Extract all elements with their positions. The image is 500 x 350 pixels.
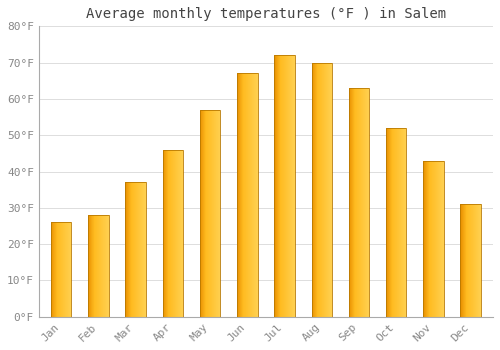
Bar <box>126 182 146 317</box>
Bar <box>349 88 370 317</box>
Bar <box>162 150 183 317</box>
Bar <box>386 128 406 317</box>
Title: Average monthly temperatures (°F ) in Salem: Average monthly temperatures (°F ) in Sa… <box>86 7 446 21</box>
Bar <box>200 110 220 317</box>
Bar <box>51 222 72 317</box>
Bar <box>460 204 481 317</box>
Bar <box>274 55 295 317</box>
Bar <box>423 161 444 317</box>
Bar <box>88 215 108 317</box>
Bar <box>312 63 332 317</box>
Bar <box>237 74 258 317</box>
